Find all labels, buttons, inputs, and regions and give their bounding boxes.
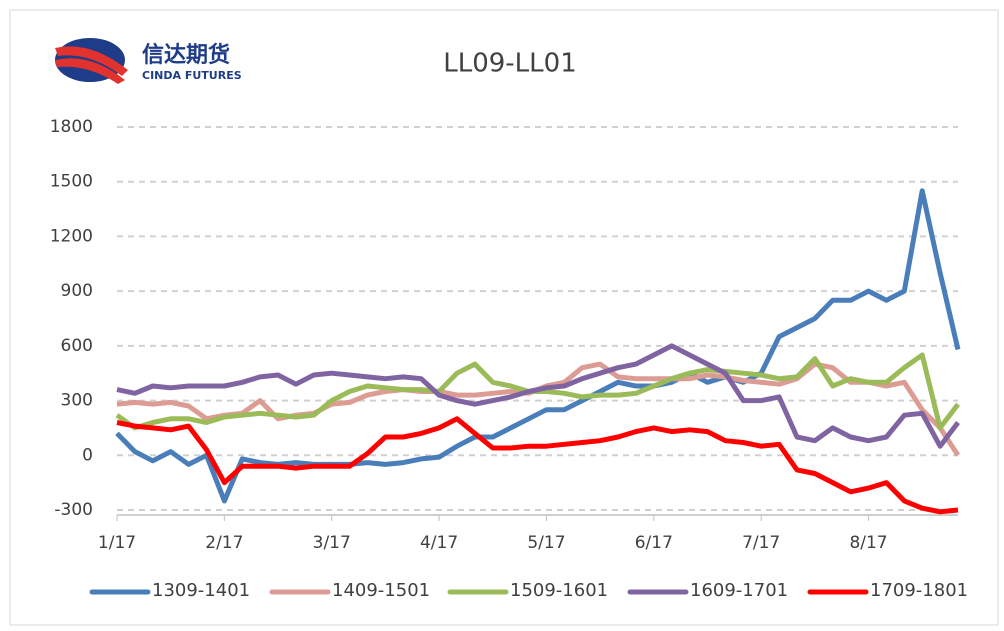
chart-title: LL09-LL01 [443,49,577,79]
x-tick-label: 6/17 [635,533,673,553]
y-tick-label: 1800 [50,117,93,137]
y-tick-label: 900 [61,281,93,301]
series-line [116,416,959,515]
y-tick-label: 0 [82,445,93,465]
logo-stripe [55,46,128,76]
series-line [115,188,961,504]
logo: 信达期货 CINDA FUTURES [55,38,242,84]
logo-stripe [55,58,125,84]
x-tick-label: 5/17 [527,533,565,553]
logo-name: 信达期货 [142,42,230,68]
legend-label: 1509-1601 [510,580,608,601]
x-tick-label: 3/17 [313,533,351,553]
y-tick-label: 300 [61,391,93,411]
chart-frame [9,9,999,626]
y-tick-label: 1200 [50,226,93,246]
y-tick-label: -300 [54,500,93,520]
x-tick-label: 8/17 [849,533,887,553]
x-tick-label: 1/17 [98,533,136,553]
x-tick-label: 2/17 [205,533,243,553]
x-tick-label: 7/17 [742,533,780,553]
y-tick-label: 600 [61,336,93,356]
x-tick-label: 4/17 [420,533,458,553]
legend-label: 1609-1701 [690,580,788,601]
y-tick-label: 1500 [50,172,93,192]
logo-subtitle: CINDA FUTURES [142,69,242,82]
legend-label: 1709-1801 [870,580,968,601]
legend-label: 1309-1401 [152,580,250,601]
legend-label: 1409-1501 [332,580,430,601]
series-line [116,343,960,449]
